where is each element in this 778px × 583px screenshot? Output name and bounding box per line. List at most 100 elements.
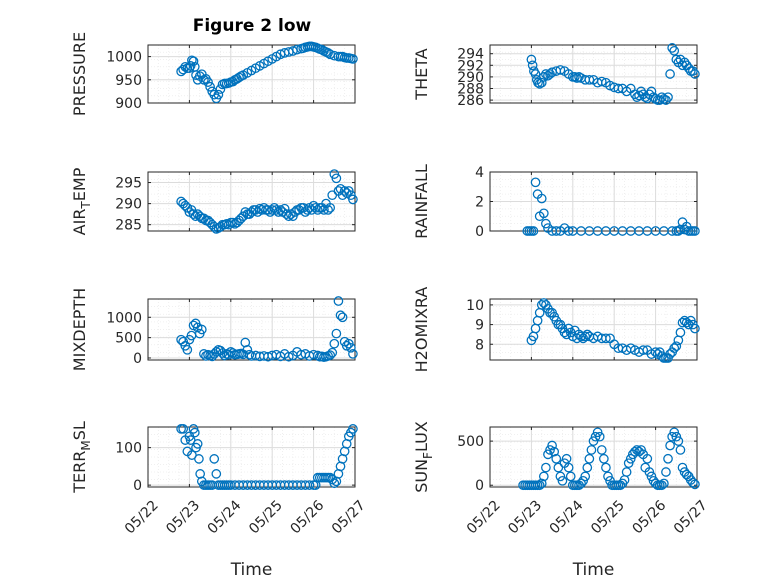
data-point [646,86,657,97]
data-point [325,202,336,213]
data-point [346,342,356,353]
data-point [665,69,675,79]
data-point [584,453,595,464]
data-point [545,69,555,79]
data-point [547,440,557,451]
data-point [188,56,199,67]
data-point [534,307,545,318]
data-point [561,453,572,464]
data-point [194,454,204,464]
y-tick-label: 900 [115,96,142,112]
data-point [335,310,346,321]
data-point [319,205,329,215]
data-point [584,74,595,85]
axes-mixdepth: 0 500 1000 MIXDEPTH [70,288,358,371]
data-point [533,77,543,88]
x-axis-label: Time [230,560,273,580]
data-point [211,469,222,479]
data-point [669,427,680,438]
data-point [557,475,568,486]
data-point [654,95,665,105]
y-axis-label: AIRTEMP [70,167,93,235]
data-point [534,480,545,491]
data-point [329,338,340,349]
data-point [644,467,655,477]
y-tick-label: 9 [475,318,484,334]
data-point [671,54,682,65]
y-tick-label: 950 [115,73,142,89]
axes-rainfall: 0 2 4 RAINFALL [412,164,700,240]
x-tick-label: 05/23 [163,497,203,537]
data-point [667,43,678,53]
x-tick-label: 05/25 [588,497,628,537]
x-tick-label: 05/26 [288,497,328,537]
axes-box [489,298,698,361]
axes-terr_msl: 0 100 TERRMSL 05/22 05/23 05/24 05/25 05/26 05/2… [70,421,369,580]
data-point [675,327,686,338]
x-tick-label: 05/25 [246,497,286,537]
data-point [555,65,566,75]
data-point [203,77,213,87]
y-axis-label: H2OMIXRA [412,287,431,373]
data-point [541,69,551,79]
data-point [578,475,589,486]
data-point [279,203,290,214]
data-point [536,77,547,88]
data-point [555,471,566,482]
data-point [304,480,315,490]
data-point [532,315,543,326]
data-point [538,298,549,308]
y-tick-label: 295 [115,176,142,192]
data-point [621,467,632,477]
data-point [669,343,680,354]
data-point [638,345,649,356]
data-point [337,312,348,323]
data-point [663,453,673,464]
data-point [551,226,562,236]
y-tick-label: 285 [115,218,142,234]
data-point [671,431,682,442]
data-point [536,478,547,489]
x-tick-label: 05/27 [671,497,711,537]
y-tick-label: 288 [457,82,484,98]
data-point [327,190,338,201]
data-point [661,95,671,105]
data-point [528,226,539,236]
data-point [690,226,700,236]
data-point [563,226,574,236]
data-point [192,439,203,449]
data-point [189,427,200,438]
data-point [596,445,607,455]
data-point [331,328,342,339]
x-tick-label: 05/24 [547,497,587,537]
data-point [530,177,541,188]
axes-sun_flux: 0 500 SUNFLUX 05/22 05/23 05/24 05/25 05/26 05/2… [412,421,711,580]
data-point [205,81,215,92]
y-tick-label: 290 [457,70,484,86]
data-point [228,217,238,228]
y-tick-label: 290 [115,197,142,213]
data-point [191,70,201,81]
x-tick-label: 05/26 [630,497,670,537]
data-point [688,477,698,488]
x-tick-label: 05/22 [464,497,504,537]
data-point [549,446,560,457]
data-point [675,445,686,455]
data-point [625,453,636,464]
y-tick-label: 0 [475,478,484,494]
data-point [530,69,541,79]
axes-pressure: 900 950 1000 PRESSURE [70,32,358,116]
axes-box [147,171,356,232]
data-point [331,173,342,184]
y-tick-label: 10 [466,298,484,314]
y-axis-label: RAINFALL [412,164,431,239]
data-point [601,333,611,344]
data-point [178,64,189,75]
y-tick-label: 286 [457,93,484,109]
y-tick-label: 2 [475,195,484,211]
data-point [244,349,255,360]
y-tick-label: 292 [457,58,484,74]
x-axis-label: Time [572,560,615,580]
data-point [673,436,684,446]
